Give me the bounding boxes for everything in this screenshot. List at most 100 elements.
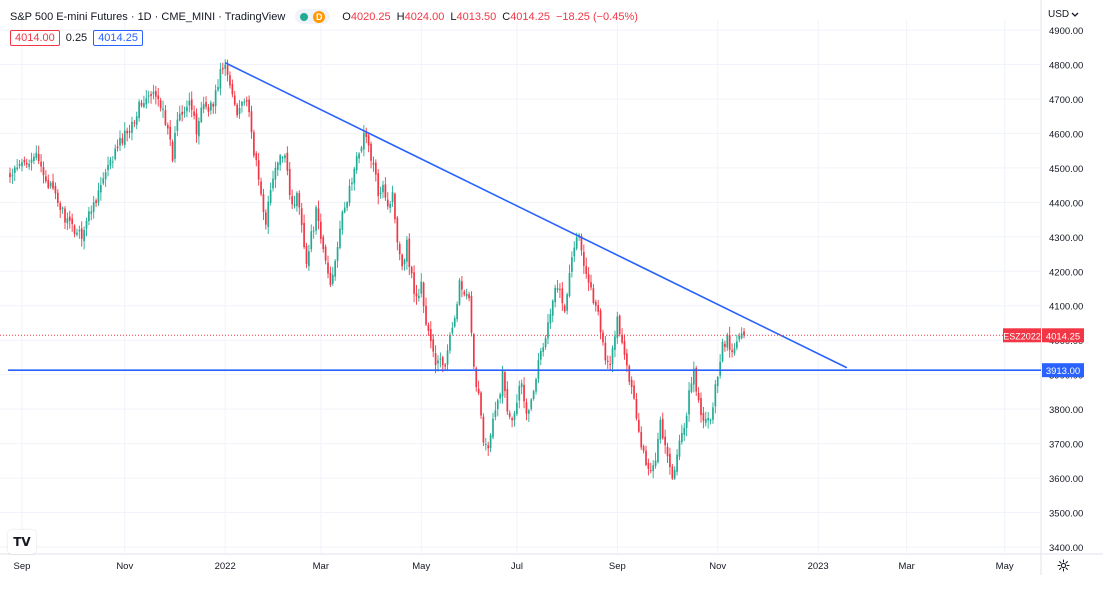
candle-body xyxy=(563,305,566,312)
candle-body xyxy=(728,335,731,350)
candle-body xyxy=(166,125,169,129)
tradingview-logo[interactable]: TV xyxy=(8,530,36,554)
candle-body xyxy=(143,103,145,108)
support-price-label: 3913.00 xyxy=(1046,366,1080,377)
candle-body xyxy=(111,161,114,163)
candle-body xyxy=(724,343,726,347)
candle-body xyxy=(279,155,282,165)
candle-body xyxy=(217,86,219,91)
candle-body xyxy=(298,193,301,208)
candle-body xyxy=(348,186,351,203)
candle-body xyxy=(262,194,265,213)
last-price-label: 4014.25 xyxy=(1046,331,1080,342)
support-price-label-bg xyxy=(1042,363,1084,378)
candle-body xyxy=(432,339,435,352)
market-open-dot-icon xyxy=(300,12,309,21)
x-tick-label: May xyxy=(412,561,430,572)
candle-body xyxy=(582,252,585,266)
buy-price-button[interactable]: 4014.25 xyxy=(93,30,143,46)
candle-body xyxy=(575,237,578,249)
candle-body xyxy=(76,232,78,235)
candle-body xyxy=(30,159,33,163)
candle-body xyxy=(420,281,423,294)
candle-body xyxy=(523,384,525,402)
candle-body xyxy=(300,208,303,225)
candle-body xyxy=(119,137,121,146)
x-tick-label: Nov xyxy=(709,561,726,572)
candle-body xyxy=(37,153,40,162)
candle-body xyxy=(150,94,152,96)
candle-body xyxy=(489,435,492,449)
candle-body xyxy=(580,235,583,251)
candle-body xyxy=(21,162,23,167)
candle-body xyxy=(468,294,470,299)
candle-body xyxy=(707,418,710,421)
candle-body xyxy=(401,254,403,267)
candle-body xyxy=(532,391,535,400)
candle-body xyxy=(635,398,638,419)
y-tick-label: 3700.00 xyxy=(1049,440,1083,451)
candle-body xyxy=(719,361,721,376)
candle-body xyxy=(551,300,554,316)
market-status[interactable]: D xyxy=(295,9,331,24)
currency-selector[interactable]: USD xyxy=(1048,9,1079,20)
candle-body xyxy=(626,353,628,366)
candle-body xyxy=(45,176,47,182)
candle-body xyxy=(406,239,408,262)
candle-body xyxy=(181,111,184,115)
candle-body xyxy=(102,178,105,184)
gear-icon[interactable] xyxy=(1057,559,1070,575)
candle-body xyxy=(238,107,241,115)
candle-body xyxy=(609,363,611,365)
candle-body xyxy=(429,329,432,342)
candle-body xyxy=(214,90,217,107)
candle-body xyxy=(504,372,506,392)
candle-body xyxy=(542,347,545,352)
x-tick-label: Mar xyxy=(898,561,914,572)
candle-body xyxy=(618,315,621,335)
candle-body xyxy=(683,427,686,435)
candle-body xyxy=(123,130,126,145)
candle-body xyxy=(276,162,279,170)
candle-body xyxy=(23,159,26,163)
candle-body xyxy=(681,433,683,442)
candle-body xyxy=(104,172,107,180)
y-tick-label: 4100.00 xyxy=(1049,302,1083,313)
candle-body xyxy=(291,196,293,205)
candle-body xyxy=(647,462,650,469)
candle-body xyxy=(645,450,647,465)
candle-body xyxy=(174,132,176,159)
candle-body xyxy=(188,100,191,106)
candle-body xyxy=(587,274,590,283)
candle-body xyxy=(274,167,277,180)
candle-body xyxy=(408,238,411,268)
candle-body xyxy=(351,182,353,185)
candle-body xyxy=(226,65,229,75)
candle-body xyxy=(690,383,693,392)
candle-body xyxy=(286,152,289,171)
candle-body xyxy=(606,360,609,362)
candle-body xyxy=(616,316,619,339)
candle-body xyxy=(343,207,346,213)
candle-body xyxy=(446,350,449,365)
candle-body xyxy=(427,324,430,331)
candle-body xyxy=(642,446,645,451)
candle-body xyxy=(726,334,729,348)
candle-body xyxy=(513,413,516,421)
candle-body xyxy=(331,274,334,284)
candle-body xyxy=(80,228,83,239)
bid-ask-row: 4014.00 0.25 4014.25 xyxy=(10,30,143,46)
candle-body xyxy=(716,376,719,386)
candle-body xyxy=(678,440,681,457)
candle-body xyxy=(88,211,90,222)
sell-price-button[interactable]: 4014.00 xyxy=(10,30,60,46)
candle-body xyxy=(458,280,461,305)
candle-body xyxy=(107,164,109,171)
candle-body xyxy=(97,190,100,203)
currency-label: USD xyxy=(1048,9,1070,20)
candle-body xyxy=(736,341,738,348)
y-tick-label: 4300.00 xyxy=(1049,233,1083,244)
candle-body xyxy=(714,384,717,407)
